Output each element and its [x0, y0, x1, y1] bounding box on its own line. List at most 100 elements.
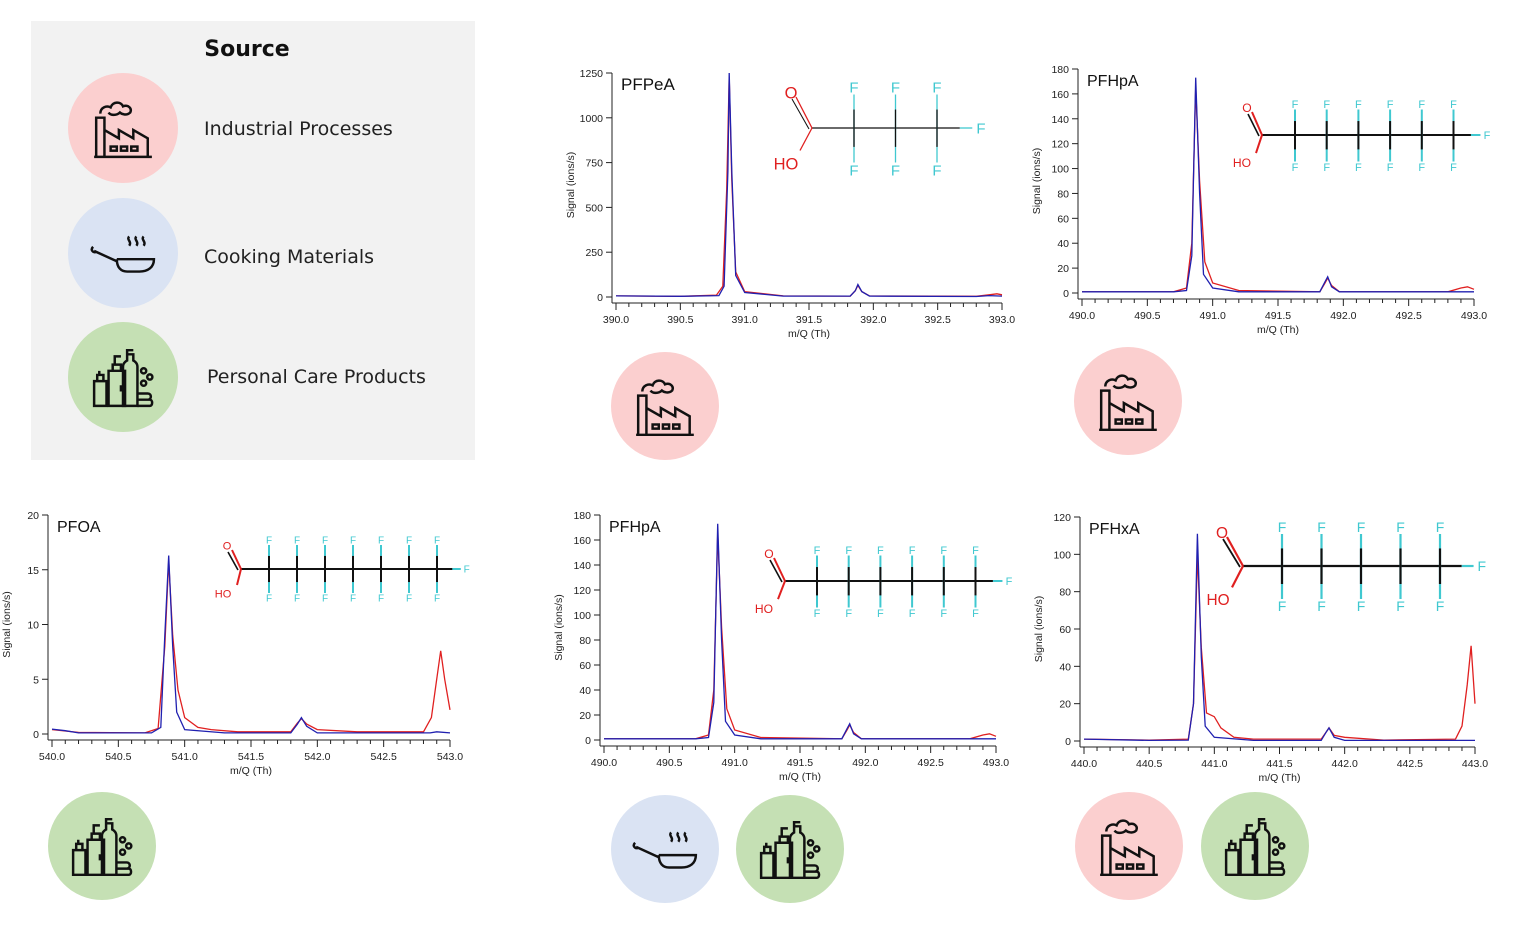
x-tick-label: 441.5 [1266, 758, 1292, 770]
c-oh-bond [799, 127, 813, 151]
chart-title: PFHpA [1087, 73, 1139, 90]
x-tick-label: 490.0 [591, 757, 617, 769]
y-tick-label: 60 [579, 660, 591, 672]
fluorine-label: F [814, 545, 821, 557]
y-tick-label: 160 [573, 535, 591, 547]
fluorine-label: F [1478, 558, 1487, 574]
fluorine-label: F [434, 536, 440, 547]
y-tick-label: 10 [27, 620, 39, 632]
fluorine-label: F [1450, 99, 1457, 111]
fluorine-label: F [932, 162, 941, 179]
fluorine-label: F [909, 545, 916, 557]
red-series-line [51, 560, 451, 734]
x-tick-label: 490.0 [1069, 310, 1095, 322]
chart-title: PFPeA [621, 75, 676, 94]
axes [1072, 68, 1475, 306]
y-tick-label: 15 [27, 565, 39, 577]
bottles-icon [68, 322, 178, 432]
fluorine-label: F [972, 608, 979, 620]
fluorine-label: F [1418, 99, 1425, 111]
blue-series-line [615, 72, 1003, 298]
fluorine-label: F [891, 162, 900, 179]
molecule-structure: F O HO F F F F F F F F F F [1206, 519, 1486, 614]
x-tick-label: 540.5 [105, 751, 131, 763]
fluorine-label: F [877, 608, 884, 620]
y-tick-label: 0 [33, 729, 39, 741]
x-tick-label: 390.5 [667, 314, 693, 326]
molecule-structure: F O HO F F F F F F F F F F F F [1233, 99, 1491, 174]
y-tick-label: 20 [1059, 699, 1071, 711]
chart-pfhpa: 490.0 490.5 491.0 491.5 492.0 492.5 493.0 0 20 40… [553, 510, 1013, 783]
y-tick-label: 120 [1053, 512, 1071, 524]
chart-title: PFHpA [609, 519, 661, 536]
y-tick-label: 80 [1059, 587, 1071, 599]
fluorine-label: F [1357, 519, 1366, 535]
oxygen-label: O [223, 541, 232, 553]
c-oh-bond [777, 580, 786, 600]
y-tick-label: 20 [1057, 263, 1069, 275]
c-o-double-bond-2 [1222, 538, 1241, 568]
x-tick-label: 492.0 [852, 757, 878, 769]
fluorine-label: F [1292, 162, 1299, 174]
x-tick-label: 541.5 [238, 751, 264, 763]
blue-series-line [51, 555, 451, 734]
y-tick-label: 140 [573, 560, 591, 572]
fluorine-label: F [1436, 598, 1445, 614]
bottles-icon [736, 795, 844, 903]
molecule-structure: F O HO F F F F F F F F F F F F F F [215, 536, 470, 605]
fluorine-label: F [1278, 519, 1287, 535]
chart-pfpea: 390.0 390.5 391.0 391.5 392.0 392.5 393.0 0 250 5… [565, 68, 1015, 340]
x-tick-label: 493.0 [1461, 310, 1487, 322]
fluorine-label: F [322, 536, 328, 547]
fluorine-label: F [266, 594, 272, 605]
hydroxyl-label: HO [774, 155, 799, 173]
x-tick-label: 541.0 [172, 751, 198, 763]
x-tick-label: 393.0 [989, 314, 1015, 326]
fluorine-label: F [1355, 162, 1362, 174]
x-axis-label: m/Q (Th) [1259, 772, 1301, 784]
chart-pfhxa: 440.0 440.5 441.0 441.5 442.0 442.5 443.0 0 20 40… [1033, 512, 1488, 784]
icon-circle [1074, 347, 1182, 455]
fluorine-label: F [932, 79, 941, 96]
fluorine-label: F [877, 545, 884, 557]
fluorine-label: F [814, 608, 821, 620]
factory-icon [1075, 792, 1183, 900]
y-tick-label: 40 [1059, 661, 1071, 673]
oxygen-label: O [785, 84, 798, 102]
c-oh-bond [236, 568, 242, 586]
hydroxyl-label: HO [1206, 592, 1229, 609]
x-axis-label: m/Q (Th) [230, 765, 272, 777]
x-tick-label: 441.0 [1201, 758, 1227, 770]
blue-series-line [1082, 77, 1474, 293]
fluorine-label: F [849, 79, 858, 96]
y-tick-label: 120 [1051, 139, 1069, 151]
x-tick-label: 440.0 [1071, 758, 1097, 770]
axes [606, 72, 1003, 310]
fluorine-label: F [976, 120, 985, 137]
bottles-icon [48, 792, 156, 900]
x-tick-label: 390.0 [603, 314, 629, 326]
fluorine-label: F [1387, 99, 1394, 111]
c-o-double-bond-2 [769, 559, 783, 583]
fluorine-label: F [1484, 130, 1491, 142]
x-tick-label: 490.5 [1134, 310, 1160, 322]
y-axis-label: Signal (ions/s) [565, 152, 577, 219]
fluorine-label: F [1292, 99, 1299, 111]
fluorine-label: F [1436, 519, 1445, 535]
y-axis-label: Signal (ions/s) [1, 591, 13, 658]
y-tick-label: 100 [1053, 549, 1071, 561]
fluorine-label: F [1418, 162, 1425, 174]
fluorine-label: F [1278, 598, 1287, 614]
oxygen-label: O [764, 547, 773, 561]
legend-label-personal-care: Personal Care Products [207, 366, 426, 388]
y-tick-label: 60 [1059, 624, 1071, 636]
y-tick-label: 0 [1063, 288, 1069, 300]
c-oh-bond [1255, 134, 1263, 154]
c-o-double-bond-2 [791, 98, 810, 130]
fluorine-label: F [1387, 162, 1394, 174]
icon-circle [611, 795, 719, 903]
x-tick-label: 442.5 [1397, 758, 1423, 770]
x-tick-label: 493.0 [983, 757, 1009, 769]
c-o-double-bond [231, 549, 242, 570]
fluorine-label: F [1355, 99, 1362, 111]
